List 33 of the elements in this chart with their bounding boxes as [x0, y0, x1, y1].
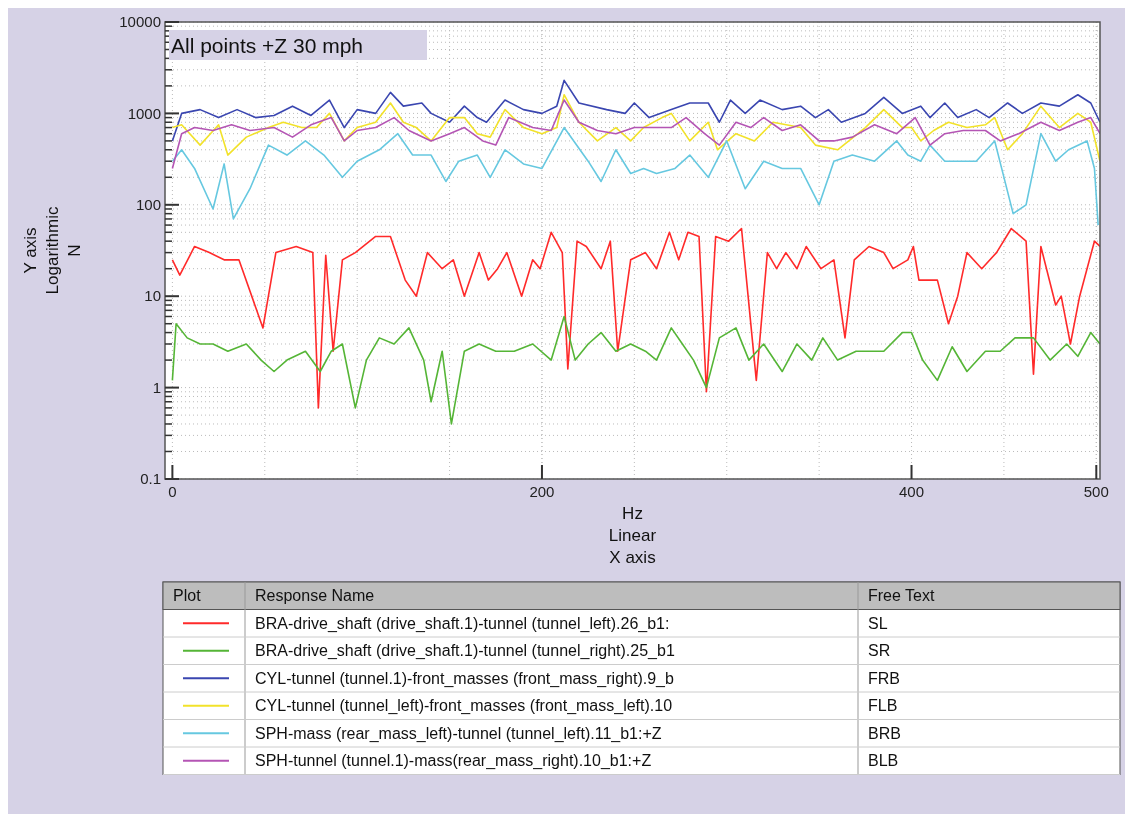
- legend-label: SPH-mass (rear_mass_left)-tunnel (tunnel_left).11_b1:+Z: [255, 724, 662, 743]
- y-tick-label: 10000: [119, 13, 161, 31]
- text: BLB: [868, 752, 899, 769]
- line-series: [171, 227, 1100, 409]
- line-series: [171, 315, 1100, 425]
- y-axis-title: Y axis Logarithmic N: [21, 206, 84, 295]
- x-tick-label: 500: [1083, 483, 1109, 500]
- text: FLB: [868, 697, 898, 714]
- y-tick-label: 10: [144, 287, 161, 305]
- line-series: [171, 99, 1100, 170]
- x-tick-label: 0: [168, 483, 177, 500]
- text: SL: [868, 614, 888, 632]
- text: Plot: [173, 587, 202, 604]
- x-tick-label: 200: [529, 483, 555, 500]
- text: FRB: [868, 669, 900, 687]
- legend-label: BRA-drive_shaft (drive_shaft.1)-tunnel (tunnel_left).26_b1:: [255, 614, 670, 633]
- legend-label: BRA-drive_shaft (drive_shaft.1)-tunnel (tunnel_right).25_b1: [255, 642, 675, 660]
- line-series: [171, 79, 1100, 142]
- legend-label: CYL-tunnel (tunnel.1)-front_masses (front_mass_right).9_b: [255, 669, 674, 688]
- x-axis-title: Hz Linear X axis: [608, 504, 657, 567]
- legend-label: SPH-tunnel (tunnel.1)-mass(rear_mass_right).10_b1:+Z: [255, 752, 652, 770]
- text: BRB: [868, 724, 901, 742]
- text: All points +Z 30 mph: [171, 34, 364, 57]
- text: SR: [868, 642, 891, 659]
- y-tick-label: 100: [135, 196, 161, 214]
- x-tick-label: 400: [899, 483, 925, 500]
- legend-label: CYL-tunnel (tunnel_left)-front_masses (front_mass_left).10: [255, 697, 673, 715]
- y-tick-label: 1000: [127, 104, 161, 122]
- y-tick-label: 1: [152, 378, 161, 396]
- text: Free Text: [868, 587, 935, 604]
- y-tick-label: 0.1: [140, 470, 161, 488]
- line-series: [171, 126, 1099, 226]
- text: Response Name: [255, 587, 375, 604]
